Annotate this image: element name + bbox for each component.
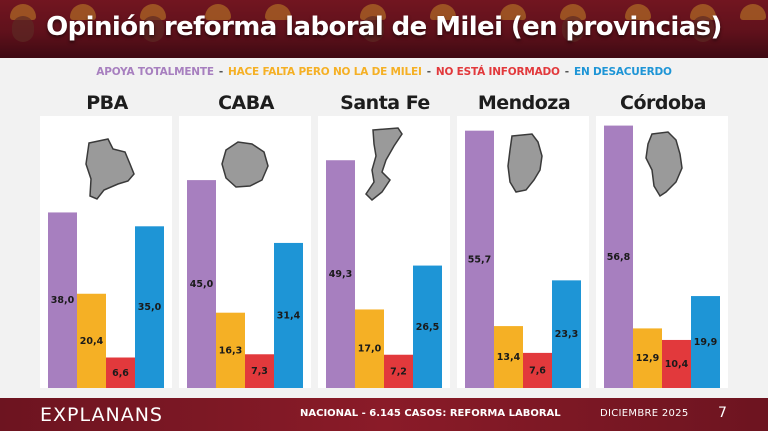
hat-decoration (360, 4, 386, 20)
data-label-pba-no-esta-informado: 6,6 (112, 368, 129, 379)
hat-decoration (70, 4, 96, 20)
banner-shade (0, 0, 768, 58)
region-label-pba: PBA (86, 92, 128, 114)
hat-decoration (625, 4, 651, 20)
bar-caba-no-esta-informado (245, 354, 274, 388)
data-label-mendoza-hace-falta-pero-no-la-de-milei: 13,4 (497, 352, 521, 363)
survey-date: DICIEMBRE 2025 (600, 408, 689, 419)
bar-cordoba-hace-falta-pero-no-la-de-milei (633, 328, 662, 388)
region-label-mendoza: Mendoza (477, 92, 571, 114)
data-label-caba-hace-falta-pero-no-la-de-milei: 16,3 (219, 345, 242, 356)
worker-decoration (12, 16, 34, 42)
survey-cases: NACIONAL - 6.145 CASOS: (300, 408, 447, 419)
page-number: 7 (718, 405, 727, 421)
data-label-cordoba-apoya-totalmente: 56,8 (607, 252, 631, 263)
bar-cordoba-en-desacuerdo (691, 296, 720, 388)
data-label-mendoza-apoya-totalmente: 55,7 (468, 254, 491, 265)
legend-separator: - (426, 66, 431, 78)
bar-cordoba-apoya-totalmente (604, 125, 633, 389)
chart-title: Opinión reforma laboral de Milei (en pro… (46, 12, 722, 42)
hat-decoration (690, 4, 716, 20)
bar-caba-apoya-totalmente (187, 180, 216, 388)
chart-area: PBA CABA Santa Fe Mendoza Córdoba 38,0 20… (0, 86, 768, 398)
data-label-cordoba-en-desacuerdo: 19,9 (694, 337, 717, 348)
region-label-santa-fe: Santa Fe (340, 92, 430, 114)
bar-caba-en-desacuerdo (274, 242, 303, 388)
bar-mendoza-apoya-totalmente (465, 130, 494, 388)
region-label-cordoba: Córdoba (620, 92, 706, 114)
mendoza-map-icon (507, 133, 543, 193)
survey-topic: REFORMA LABORAL (449, 408, 561, 419)
bar-pba-no-esta-informado (106, 357, 135, 388)
caba-map-icon (221, 141, 269, 188)
data-label-santa-fe-no-esta-informado: 7,2 (390, 366, 407, 377)
hat-decoration (265, 4, 291, 20)
santa-fe-map-icon (365, 127, 403, 202)
data-label-cordoba-hace-falta-pero-no-la-de-milei: 12,9 (636, 353, 659, 364)
brand-logo: EXPLANANS (40, 404, 163, 426)
worker-decoration (362, 16, 384, 42)
data-label-mendoza-no-esta-informado: 7,6 (529, 365, 546, 376)
bar-santa-fe-en-desacuerdo (413, 265, 442, 388)
hat-decoration (140, 4, 166, 20)
hat-decoration (10, 4, 36, 20)
data-label-caba-no-esta-informado: 7,3 (251, 366, 268, 377)
worker-decoration (142, 16, 164, 42)
footer-bar: EXPLANANS NACIONAL - 6.145 CASOS: REFORM… (0, 398, 768, 431)
legend-item-apoya: APOYA TOTALMENTE (96, 66, 214, 78)
legend-separator: - (564, 66, 569, 78)
hat-decoration (205, 4, 231, 20)
data-label-santa-fe-en-desacuerdo: 26,5 (416, 322, 439, 333)
bar-cordoba-no-esta-informado (662, 339, 691, 388)
bar-pba-en-desacuerdo (135, 226, 164, 388)
hat-decoration (500, 4, 526, 20)
data-label-caba-en-desacuerdo: 31,4 (277, 310, 301, 321)
bar-caba-hace-falta-pero-no-la-de-milei (216, 312, 245, 388)
legend-separator: - (218, 66, 224, 78)
hat-decoration (430, 4, 456, 20)
data-label-santa-fe-apoya-totalmente: 49,3 (329, 269, 352, 280)
region-label-caba: CABA (218, 92, 274, 114)
legend-item-hace-falta: HACE FALTA PERO NO LA DE MILEI (228, 66, 422, 78)
data-label-pba-apoya-totalmente: 38,0 (51, 295, 75, 306)
data-label-pba-en-desacuerdo: 35,0 (138, 302, 162, 313)
worker-decoration (562, 16, 584, 42)
header-banner: Opinión reforma laboral de Milei (en pro… (0, 0, 768, 58)
cordoba-map-icon (645, 131, 683, 198)
bar-mendoza-no-esta-informado (523, 352, 552, 388)
bar-santa-fe-apoya-totalmente (326, 160, 355, 388)
hat-decoration (740, 4, 766, 20)
bar-chart: 38,0 20,4 6,6 35,0 45,0 16,3 7,3 31,4 49,3 17,0 7,… (40, 116, 728, 389)
bar-santa-fe-no-esta-informado (384, 354, 413, 388)
data-label-cordoba-no-esta-informado: 10,4 (665, 359, 689, 370)
bar-mendoza-hace-falta-pero-no-la-de-milei (494, 326, 523, 388)
data-label-pba-hace-falta-pero-no-la-de-milei: 20,4 (80, 336, 104, 347)
legend: APOYA TOTALMENTE - HACE FALTA PERO NO LA D… (0, 61, 768, 83)
data-label-santa-fe-hace-falta-pero-no-la-de-milei: 17,0 (358, 344, 382, 355)
data-label-mendoza-en-desacuerdo: 23,3 (555, 329, 578, 340)
legend-item-no-informado: NO ESTÁ INFORMADO (435, 66, 560, 78)
pba-map-icon (85, 138, 135, 200)
worker-decoration (692, 16, 714, 42)
bar-pba-hace-falta-pero-no-la-de-milei (77, 293, 106, 388)
survey-info: NACIONAL - 6.145 CASOS: REFORMA LABORAL (300, 408, 561, 419)
bar-pba-apoya-totalmente (48, 212, 77, 388)
legend-item-desacuerdo: EN DESACUERDO (573, 66, 672, 78)
bar-santa-fe-hace-falta-pero-no-la-de-milei (355, 309, 384, 388)
data-label-caba-apoya-totalmente: 45,0 (190, 279, 214, 290)
bar-mendoza-en-desacuerdo (552, 280, 581, 388)
hat-decoration (560, 4, 586, 20)
